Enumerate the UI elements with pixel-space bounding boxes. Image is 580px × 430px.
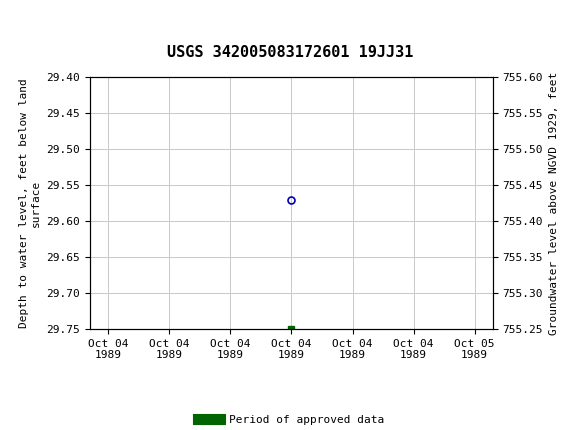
Y-axis label: Groundwater level above NGVD 1929, feet: Groundwater level above NGVD 1929, feet [549,71,559,335]
Y-axis label: Depth to water level, feet below land
surface: Depth to water level, feet below land su… [19,78,41,328]
Text: ≡USGS: ≡USGS [3,11,74,29]
Legend: Period of approved data: Period of approved data [194,410,389,429]
Text: USGS 342005083172601 19JJ31: USGS 342005083172601 19JJ31 [167,45,413,60]
